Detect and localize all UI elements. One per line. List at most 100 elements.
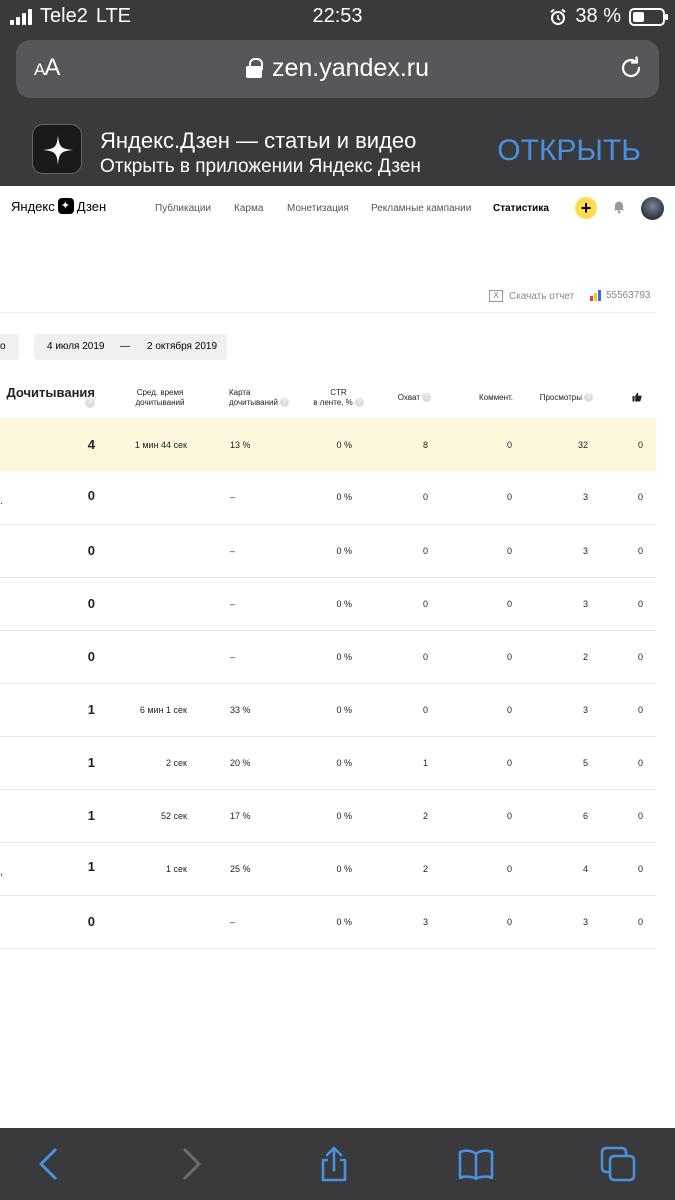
cell-likes: 0 <box>593 683 656 737</box>
table-row[interactable]: . 0–0 % 0 0 3 0 <box>0 471 656 525</box>
cell-reach: 2 <box>355 789 431 843</box>
cell-reads: 0 <box>0 895 103 949</box>
date-to: 2 октября 2019 <box>147 341 217 352</box>
help-icon[interactable]: ? <box>354 398 364 408</box>
reload-icon[interactable] <box>617 54 645 82</box>
cell-likes: 0 <box>593 789 656 843</box>
stats-table: Дочитывания? Сред. время дочитываний Карт… <box>0 378 656 949</box>
nav-item-3[interactable]: Монетизация <box>287 203 349 214</box>
status-bar: Tele2 LTE 22:53 38 % <box>0 0 675 34</box>
nav-item-4[interactable]: Рекламные кампании <box>371 203 472 214</box>
bell-icon[interactable] <box>612 200 626 214</box>
table-header: Дочитывания? Сред. время дочитываний Карт… <box>0 378 656 418</box>
cell-avg-time: 52 сек <box>103 789 195 843</box>
date-range-picker[interactable]: 4 июля 2019 — 2 октября 2019 <box>34 334 227 360</box>
cell-comments: 0 <box>431 471 513 525</box>
zen-logo-icon <box>57 198 74 214</box>
cell-map: – <box>195 630 255 684</box>
address-bar[interactable]: AA zen.yandex.ru <box>16 40 659 98</box>
thumbs-up-icon <box>632 392 642 401</box>
help-icon[interactable]: ? <box>422 393 431 403</box>
banner-title: Яндекс.Дзен — статьи и видео <box>100 128 417 153</box>
cell-ctr: 0 % <box>255 736 355 790</box>
network-type: LTE <box>95 5 132 27</box>
cell-reach: 0 <box>355 577 431 631</box>
counter-id: 55563793 <box>606 290 651 301</box>
cell-comments: 0 <box>431 789 513 843</box>
download-report-label: Скачать отчет <box>509 290 575 302</box>
help-icon[interactable]: ? <box>85 398 95 409</box>
nav-item-1[interactable]: Публикации <box>155 203 212 214</box>
cell-map: 20 % <box>195 736 255 790</box>
cell-avg-time <box>103 630 195 684</box>
cell-avg-time: 1 сек <box>103 842 195 896</box>
cell-map: 33 % <box>195 683 255 737</box>
col-views[interactable]: Просмотры? <box>513 378 593 418</box>
help-icon[interactable]: ? <box>279 398 289 408</box>
table-row[interactable]: 0–0 % 0 0 3 0 <box>0 577 656 631</box>
cell-comments: 0 <box>431 736 513 790</box>
period-selector[interactable]: о <box>0 334 19 360</box>
chevron-right-icon[interactable] <box>173 1146 209 1182</box>
yandex-zen-logo[interactable]: Яндекс Дзен <box>11 198 106 214</box>
table-row[interactable]: 0–0 % 0 0 3 0 <box>0 524 656 578</box>
nav-item-5[interactable]: Статистика <box>493 203 549 214</box>
table-row[interactable]: 0–0 % 3 0 3 0 <box>0 895 656 949</box>
book-icon[interactable] <box>458 1146 494 1182</box>
cell-reach: 0 <box>355 630 431 684</box>
tabs-icon[interactable] <box>600 1146 636 1182</box>
col-comments[interactable]: Коммент. <box>479 393 513 402</box>
cell-ctr: 0 % <box>255 842 355 896</box>
open-app-button[interactable]: ОТКРЫТЬ <box>497 134 641 167</box>
table-row[interactable]: 0–0 % 0 0 2 0 <box>0 630 656 684</box>
share-icon[interactable] <box>316 1146 352 1182</box>
cell-map: – <box>195 577 255 631</box>
cell-ctr: 0 % <box>255 577 355 631</box>
nav-item-2[interactable]: Карма <box>234 203 264 214</box>
text-size-button[interactable]: AA <box>34 54 60 81</box>
cell-ctr: 0 % <box>255 683 355 737</box>
avatar[interactable] <box>641 197 664 220</box>
cell-reads: 4 <box>0 418 103 471</box>
carrier: Tele2 <box>40 5 88 27</box>
cell-views: 3 <box>513 524 593 578</box>
col-ctr[interactable]: CTR в ленте, %? <box>255 378 364 418</box>
col-reads-map[interactable]: Карта дочитываний? <box>195 378 289 418</box>
webpage: Яндекс Дзен Публикации Карма Монетизация Ре… <box>0 186 675 1128</box>
cell-avg-time: 2 сек <box>103 736 195 790</box>
col-likes[interactable] <box>593 378 656 418</box>
url-display[interactable]: zen.yandex.ru <box>16 54 659 83</box>
cell-reach: 0 <box>355 471 431 525</box>
clock: 22:53 <box>312 5 363 27</box>
col-reach[interactable]: Охват? <box>355 378 431 418</box>
alarm-icon <box>550 8 567 25</box>
cell-avg-time <box>103 471 195 525</box>
cell-reads: 0 <box>0 577 103 631</box>
cell-likes: 0 <box>593 895 656 949</box>
cell-map: 13 % <box>195 418 255 471</box>
download-report-link[interactable]: X Скачать отчет <box>489 290 574 302</box>
table-row[interactable]: 1 52 сек 17 % 0 % 2 0 6 0 <box>0 789 656 843</box>
truncated-title[interactable]: . <box>0 495 3 507</box>
col-avg-time[interactable]: Сред. время дочитываний <box>135 388 185 407</box>
col-reads[interactable]: Дочитывания? <box>6 384 95 409</box>
browser-toolbar <box>0 1128 675 1200</box>
cell-reach: 1 <box>355 736 431 790</box>
truncated-title[interactable]: , <box>0 867 3 878</box>
help-icon[interactable]: ? <box>584 393 593 403</box>
add-publication-button[interactable]: + <box>575 197 597 219</box>
divider <box>0 312 656 313</box>
chevron-left-icon[interactable] <box>31 1146 67 1182</box>
cell-comments: 0 <box>431 524 513 578</box>
battery-percent: 38 % <box>575 5 621 27</box>
battery-icon <box>629 7 668 26</box>
cell-reads: .0 <box>0 471 103 525</box>
signal-icon <box>10 8 32 25</box>
cell-reads: ,1 <box>0 842 103 896</box>
metrika-counter[interactable]: 55563793 <box>590 290 651 301</box>
cell-comments: 0 <box>431 683 513 737</box>
